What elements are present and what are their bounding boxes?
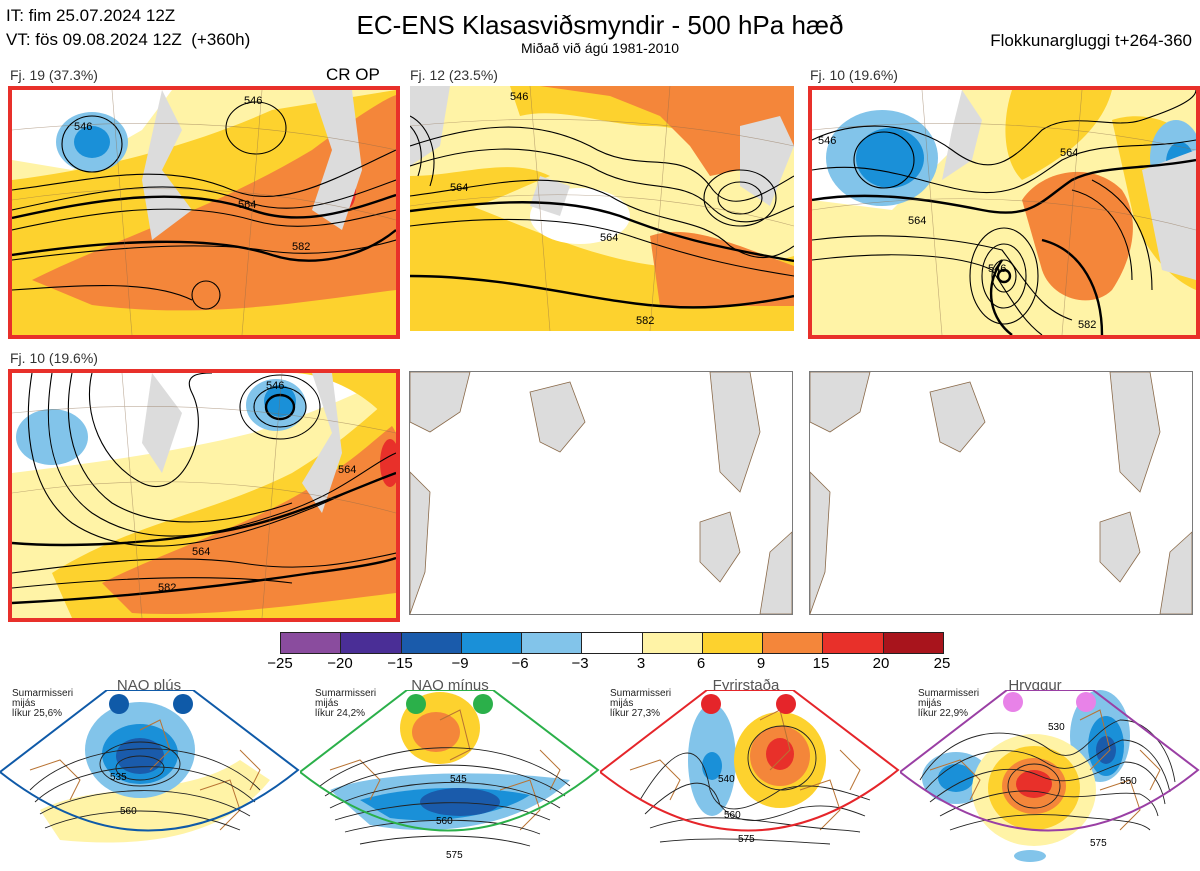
colorbar-tick: 6 (696, 655, 706, 672)
panel-2-label: Fj. 12 (23.5%) (410, 67, 498, 83)
colorbar-tick: 15 (812, 655, 830, 672)
colorbar-swatch (702, 633, 764, 653)
init-time: IT: fim 25.07.2024 12Z (6, 6, 176, 25)
cluster-map-4: 546 564 564 582 (12, 373, 396, 618)
colorbar-tick: −6 (511, 655, 529, 672)
regime-1-map[interactable]: 535 560 (0, 690, 300, 871)
regime-1-dot (109, 694, 129, 714)
contour-label: 564 (192, 546, 210, 558)
regime-4-dot (1003, 692, 1023, 712)
cluster-panel-6[interactable] (809, 371, 1193, 615)
regime-2-note: Sumarmisseri mijás líkur 24,2% (315, 688, 377, 719)
regime-contour-label: 545 (450, 774, 467, 785)
blank-map-6 (810, 372, 1192, 614)
cluster-map-3: 546 564 564 546 582 (812, 90, 1196, 335)
colorbar-tick: 3 (636, 655, 646, 672)
contour-label: 582 (292, 241, 310, 253)
blank-map-5 (410, 372, 792, 614)
colorbar-swatch (341, 633, 402, 653)
regime-contour-label: 535 (110, 772, 127, 783)
panel-1-tag: CR OP (326, 65, 380, 84)
colorbar-tick: −20 (327, 655, 353, 672)
regime-3-dot (776, 694, 796, 714)
contour-label: 582 (636, 315, 654, 327)
classification-window: Flokkunargluggi t+264-360 (990, 31, 1192, 50)
regime-contour-label: 560 (120, 806, 137, 817)
regime-contour-label: 550 (1120, 776, 1137, 787)
cluster-panel-4[interactable]: 546 564 564 582 (8, 369, 400, 622)
contour-label: 564 (450, 182, 468, 194)
contour-label: 546 (244, 95, 262, 107)
colorbar-swatch (823, 633, 884, 653)
colorbar-swatch (642, 633, 703, 653)
regime-2-dot (473, 694, 493, 714)
cluster-panel-5[interactable] (409, 371, 793, 615)
colorbar-tick: 25 (933, 655, 951, 672)
colorbar-tick: −15 (387, 655, 413, 672)
colorbar-ticks: −25 −20 −15 −9 −6 −3 3 6 9 15 20 25 (267, 655, 950, 675)
valid-time: VT: fös 09.08.2024 12Z (+360h) (6, 30, 251, 49)
panel-4-label: Fj. 10 (19.6%) (10, 350, 98, 366)
colorbar-tick: −9 (451, 655, 469, 672)
colorbar-tick: −3 (571, 655, 589, 672)
regime-4-dot (1076, 692, 1096, 712)
regime-contour-label: 560 (724, 810, 741, 821)
colorbar-tick: 9 (756, 655, 766, 672)
colorbar-swatch (763, 633, 824, 653)
contour-label: 546 (510, 91, 528, 103)
regime-contour-label: 560 (436, 816, 453, 827)
regime-4-note: Sumarmisseri mijás líkur 22,9% (918, 688, 980, 719)
regime-2-map[interactable]: 545 560 575 (300, 690, 600, 871)
cluster-map-1: 546 564 582 546 (12, 90, 396, 335)
contour-label: 582 (158, 582, 176, 594)
panel-1-label: Fj. 19 (37.3%) (10, 67, 98, 83)
contour-label: 546 (74, 121, 92, 133)
regime-3-note: Sumarmisseri mijás líkur 27,3% (610, 688, 672, 719)
contour-label: 546 (266, 380, 284, 392)
colorbar-swatch (281, 633, 342, 653)
contour-label: 564 (238, 199, 256, 211)
regime-3-map[interactable]: 540 560 575 (600, 690, 900, 871)
cluster-panel-3[interactable]: 546 564 564 546 582 (808, 86, 1200, 339)
regime-contour-label: 575 (1090, 838, 1107, 849)
contour-label: 546 (818, 135, 836, 147)
page-title: EC-ENS Klasasviðsmyndir - 500 hPa hæð (356, 10, 844, 40)
contour-label: 582 (1078, 319, 1096, 331)
panel-3-label: Fj. 10 (19.6%) (810, 67, 898, 83)
cluster-panel-2[interactable]: 546 564 564 582 (410, 86, 794, 331)
colorbar-swatch (522, 633, 583, 653)
colorbar-swatch (883, 633, 943, 653)
regime-contour-label: 530 (1048, 722, 1065, 733)
contour-label: 564 (338, 464, 356, 476)
colorbar-swatch (582, 633, 643, 653)
regime-1-dot (173, 694, 193, 714)
page-subtitle: Miðað við ágú 1981-2010 (520, 40, 679, 56)
contour-label: 564 (908, 215, 926, 227)
cluster-map-2: 546 564 564 582 (410, 86, 794, 331)
colorbar-swatch (401, 633, 462, 653)
contour-label: 564 (1060, 147, 1078, 159)
regime-3-dot (701, 694, 721, 714)
regime-contour-label: 540 (718, 774, 735, 785)
cluster-panel-1[interactable]: 546 564 582 546 (8, 86, 400, 339)
regime-contour-label: 575 (446, 850, 463, 861)
contour-label: 546 (988, 263, 1006, 275)
colorbar (280, 632, 944, 654)
regime-4-map[interactable]: 530 550 575 (900, 690, 1200, 871)
regime-2-dot (406, 694, 426, 714)
regime-1-note: Sumarmisseri mijás líkur 25,6% (12, 688, 74, 719)
contour-label: 564 (600, 232, 618, 244)
regime-contour-label: 575 (738, 834, 755, 845)
colorbar-tick: −25 (267, 655, 293, 672)
colorbar-tick: 20 (872, 655, 890, 672)
colorbar-swatch (461, 633, 523, 653)
